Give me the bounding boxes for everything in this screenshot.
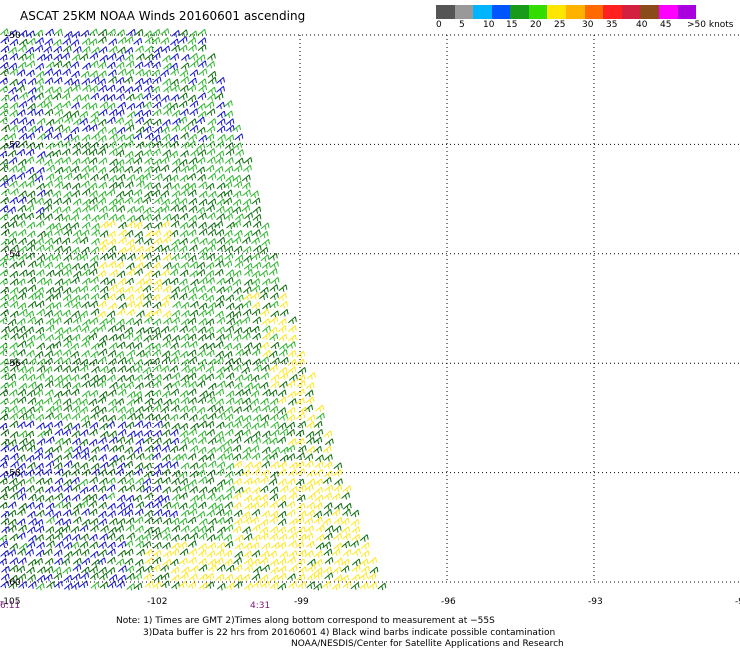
wind-barbs-layer [0, 28, 387, 591]
note-line-3: NOAA/NESDIS/Center for Satellite Applica… [291, 639, 564, 649]
axis-ticks: -105 -102 -99 -96 -93 -90 -50 -52 -54 -56 -58 -60 6:… [0, 31, 740, 611]
colorbar-label: 25 [554, 20, 566, 30]
colorbar-swatch [491, 5, 511, 19]
colorbar-swatch [584, 5, 604, 19]
lat-tick-label: -52 [6, 140, 21, 150]
colorbar-swatch [510, 5, 529, 19]
colorbar-label: >50 knots [687, 20, 734, 30]
colorbar-swatch [640, 5, 659, 19]
note-line-2: 3)Data buffer is 22 hrs from 20160601 4)… [143, 628, 556, 638]
lon-tick-label: -99 [294, 597, 309, 607]
lat-tick-label: -54 [6, 250, 21, 260]
colorbar-swatch [547, 5, 567, 19]
colorbar-swatch [473, 5, 492, 19]
colorbar-swatch [677, 5, 697, 19]
map-title: ASCAT 25KM NOAA Winds 20160601 ascending [20, 9, 306, 23]
colorbar-label: 5 [459, 20, 465, 30]
wind-barbs-group [0, 28, 387, 591]
colorbar-swatch [621, 5, 641, 19]
lon-tick-label: -93 [588, 597, 603, 607]
lon-tick-label: -90 [735, 597, 740, 607]
lon-tick-label: -105 [0, 597, 20, 607]
colorbar-label: 10 [483, 20, 495, 30]
map-grid [5, 34, 740, 583]
colorbar-labels: 0 5 10 15 20 25 30 35 40 45 >50 knots [436, 20, 740, 34]
lon-tick-label: -96 [441, 597, 456, 607]
colorbar-swatch [658, 5, 678, 19]
colorbar-label: 35 [606, 20, 618, 30]
colorbar-label: 15 [506, 20, 518, 30]
lat-tick-label: -58 [6, 469, 21, 479]
colorbar-swatch [603, 5, 622, 19]
colorbar-swatch [566, 5, 585, 19]
colorbar-label: 0 [436, 20, 442, 30]
wind-barbs-group [0, 28, 244, 591]
wind-barbs-group [97, 220, 378, 591]
colorbar-label: 30 [582, 20, 594, 30]
colorbar-swatch [528, 5, 548, 19]
pass-time-label: 4:31 [250, 601, 270, 611]
wind-speed-colorbar [436, 5, 697, 19]
pass-time-label: 6:11 [0, 601, 20, 611]
lat-tick-label: -50 [6, 31, 21, 41]
lon-tick-label: -102 [147, 597, 167, 607]
colorbar-swatch [436, 5, 455, 19]
colorbar-label: 20 [530, 20, 542, 30]
colorbar-label: 45 [660, 20, 672, 30]
colorbar-label: 40 [636, 20, 648, 30]
wind-barbs-group [0, 28, 325, 591]
note-line-1: Note: 1) Times are GMT 2)Times along bot… [116, 616, 495, 626]
lat-tick-label: -60 [6, 578, 21, 588]
colorbar-swatch [454, 5, 474, 19]
lat-tick-label: -56 [6, 359, 21, 369]
